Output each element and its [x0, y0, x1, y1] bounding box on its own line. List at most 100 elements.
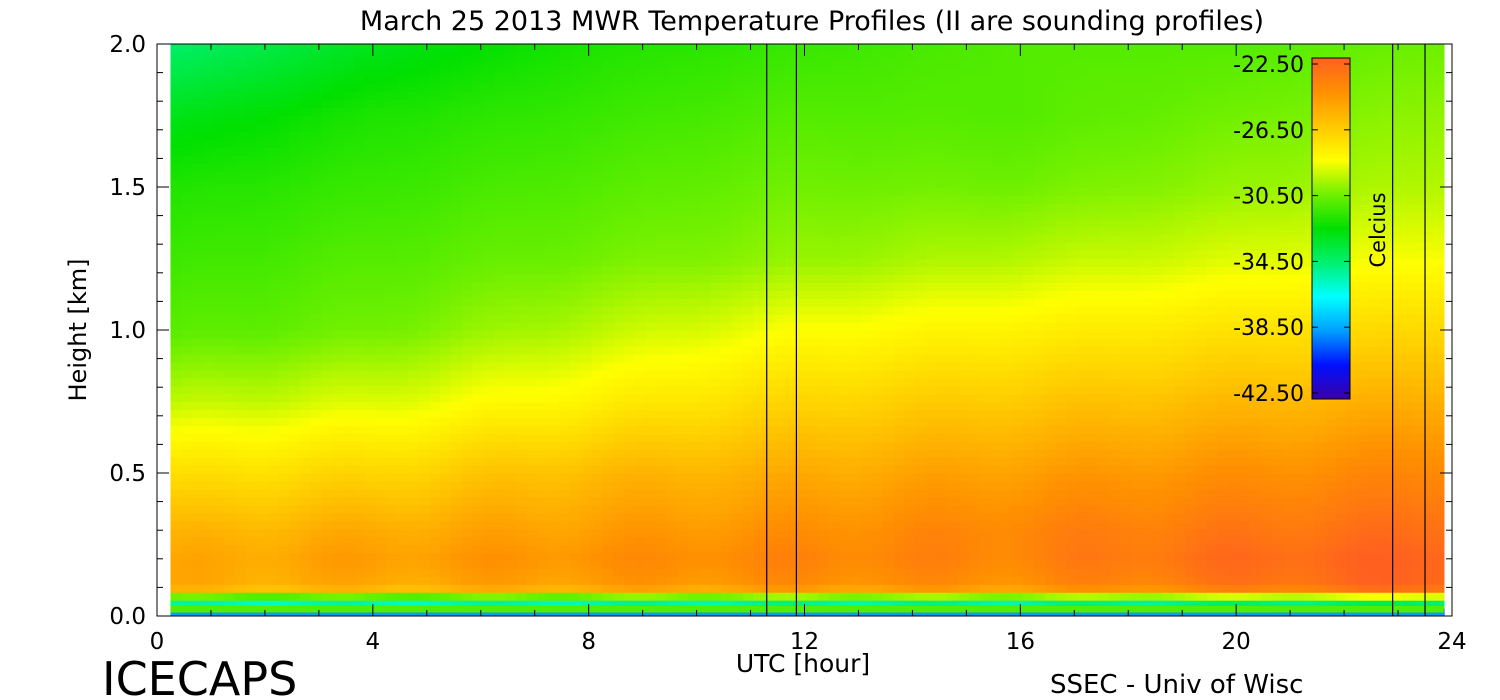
heatmap-cell [699, 520, 711, 530]
heatmap-cell [321, 377, 333, 387]
heatmap-cell [861, 584, 873, 593]
heatmap-cell [515, 44, 528, 53]
heatmap-cell [461, 131, 474, 140]
heatmap-cell [591, 250, 603, 260]
heatmap-cell [569, 361, 582, 371]
heatmap-cell [451, 187, 463, 196]
heatmap-cell [451, 592, 463, 601]
heatmap-cell [677, 560, 690, 569]
heatmap-cell [299, 544, 312, 554]
heatmap-cell [882, 512, 895, 522]
heatmap-cell [353, 67, 366, 77]
heatmap-cell [828, 59, 841, 69]
heatmap-cell [850, 131, 862, 140]
heatmap-cell [569, 536, 582, 546]
heatmap-cell [753, 67, 765, 77]
heatmap-cell [785, 274, 797, 283]
heatmap-cell [861, 330, 873, 339]
heatmap-cell [817, 449, 830, 458]
heatmap-cell [181, 202, 193, 212]
heatmap-cell [688, 361, 700, 371]
heatmap-cell [321, 290, 333, 299]
heatmap-cell [235, 504, 247, 514]
heatmap-cell [515, 345, 528, 355]
heatmap-cell [828, 67, 841, 77]
heatmap-cell [192, 520, 204, 530]
heatmap-cell [699, 528, 711, 538]
heatmap-cell [656, 504, 668, 514]
heatmap-cell [850, 99, 862, 109]
heatmap-cell [267, 560, 279, 569]
heatmap-cell [807, 361, 819, 371]
heatmap-cell [353, 44, 366, 53]
heatmap-cell [731, 345, 744, 355]
heatmap-cell [343, 353, 355, 363]
heatmap-cell [289, 290, 301, 299]
heatmap-cell [753, 115, 765, 125]
heatmap-cell [526, 330, 538, 339]
heatmap-cell [461, 147, 474, 156]
heatmap-cell [310, 465, 323, 474]
heatmap-cell [688, 75, 700, 85]
heatmap-cell [537, 560, 549, 569]
heatmap-cell [817, 266, 830, 275]
heatmap-cell [483, 83, 495, 93]
heatmap-cell [828, 576, 841, 585]
heatmap-cell [569, 449, 582, 458]
heatmap-cell [505, 449, 517, 458]
heatmap-cell [666, 290, 679, 299]
heatmap-cell [839, 584, 851, 593]
heatmap-cell [202, 67, 215, 77]
heatmap-cell [861, 147, 873, 156]
heatmap-cell [548, 298, 560, 307]
heatmap-cell [612, 417, 625, 426]
heatmap-cell [850, 266, 862, 275]
heatmap-cell [246, 171, 258, 180]
heatmap-cell [623, 520, 636, 530]
heatmap-cell [591, 194, 603, 204]
heatmap-cell [299, 369, 312, 379]
heatmap-cell [461, 473, 474, 482]
heatmap-cell [871, 520, 884, 530]
heatmap-cell [634, 480, 646, 490]
heatmap-cell [202, 385, 215, 395]
heatmap-cell [321, 274, 333, 283]
heatmap-cell [666, 107, 679, 117]
heatmap-cell [278, 187, 290, 196]
heatmap-cell [440, 187, 452, 196]
heatmap-cell [699, 600, 711, 609]
heatmap-cell [289, 131, 301, 140]
heatmap-cell [764, 584, 776, 593]
heatmap-cell [796, 115, 808, 125]
heatmap-cell [656, 99, 668, 109]
heatmap-cell [623, 171, 636, 180]
heatmap-cell [505, 568, 517, 577]
heatmap-cell [526, 520, 538, 530]
heatmap-cell [602, 393, 614, 403]
heatmap-cell [299, 401, 312, 411]
heatmap-cell [548, 417, 560, 426]
heatmap-cell [580, 242, 592, 252]
heatmap-cell [235, 568, 247, 577]
heatmap-cell [289, 163, 301, 172]
heatmap-cell [461, 361, 474, 371]
heatmap-cell [299, 465, 312, 474]
heatmap-cell [461, 250, 474, 260]
heatmap-cell [893, 83, 905, 93]
heatmap-cell [774, 314, 787, 323]
heatmap-cell [353, 234, 366, 244]
heatmap-cell [353, 99, 366, 109]
heatmap-cell [817, 337, 830, 347]
heatmap-cell [343, 274, 355, 283]
heatmap-cell [871, 512, 884, 522]
heatmap-cell [634, 155, 646, 164]
heatmap-cell [192, 409, 204, 418]
heatmap-cell [850, 353, 862, 363]
heatmap-cell [666, 337, 679, 347]
heatmap-cell [731, 250, 744, 260]
heatmap-cell [364, 210, 377, 220]
heatmap-cell [774, 520, 787, 530]
heatmap-cell [343, 385, 355, 395]
heatmap-cell [558, 187, 571, 196]
heatmap-cell [839, 163, 851, 172]
